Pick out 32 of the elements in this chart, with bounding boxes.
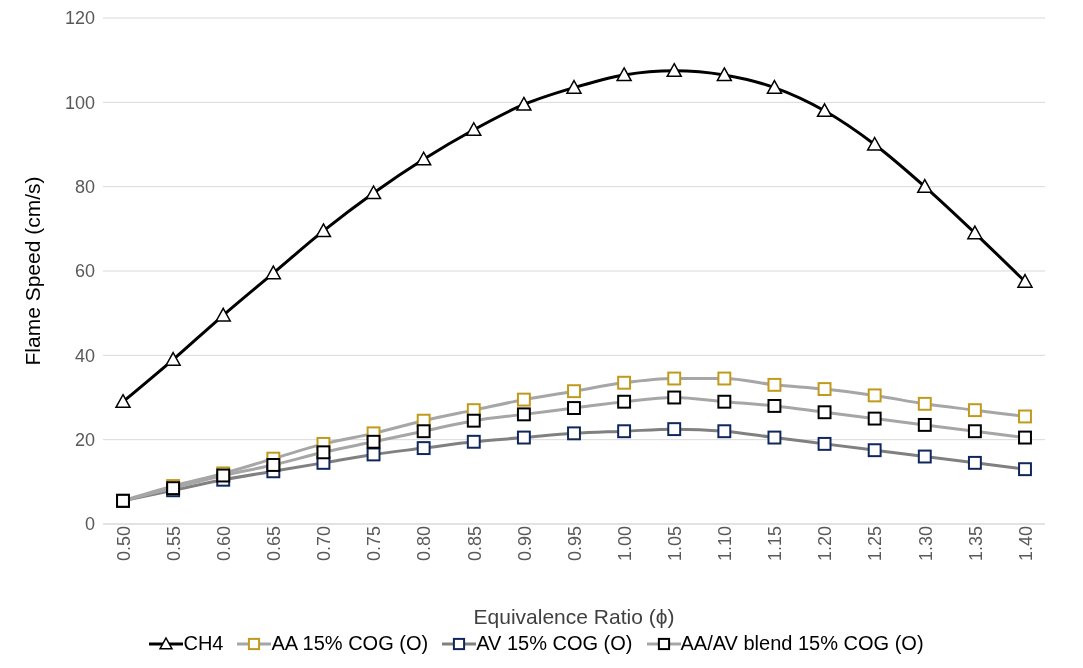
x-tick-label: 1.30 xyxy=(915,526,936,562)
y-tick-label: 80 xyxy=(74,177,95,198)
x-tick-label: 0.80 xyxy=(414,526,435,562)
x-tick-label: 0.95 xyxy=(564,526,585,562)
y-tick-label: 120 xyxy=(64,8,95,29)
y-tick-label: 0 xyxy=(84,514,95,535)
x-tick-label: 0.55 xyxy=(163,526,184,562)
x-tick-label: 1.10 xyxy=(715,526,736,562)
y-axis-title: Flame Speed (cm/s) xyxy=(21,176,45,366)
legend-label: AV 15% COG (O) xyxy=(475,632,633,655)
x-tick-label: 0.90 xyxy=(514,526,535,562)
x-tick-label: 0.65 xyxy=(264,526,285,562)
x-tick-label: 0.70 xyxy=(314,526,335,562)
x-tick-label: 0.85 xyxy=(464,526,485,562)
y-tick-label: 100 xyxy=(64,92,95,113)
legend-label: AA 15% COG (O) xyxy=(270,632,429,655)
legend-label: AA/AV blend 15% COG (O) xyxy=(679,632,924,655)
x-axis-title: Equivalence Ratio (ϕ) xyxy=(473,605,675,628)
x-tick-label: 1.15 xyxy=(765,526,786,562)
y-tick-label: 20 xyxy=(74,430,95,451)
legend-label: CH4 xyxy=(182,632,224,655)
x-tick-label: 1.35 xyxy=(965,526,986,562)
x-tick-label: 0.75 xyxy=(364,526,385,562)
x-tick-label: 1.20 xyxy=(815,526,836,562)
x-tick-label: 1.05 xyxy=(665,526,685,562)
x-tick-label: 1.00 xyxy=(614,526,635,562)
x-tick-label: 0.60 xyxy=(214,526,234,562)
x-tick-label: 1.40 xyxy=(1015,526,1036,562)
x-tick-label: 1.25 xyxy=(865,526,886,562)
x-tick-label: 0.50 xyxy=(113,526,134,562)
y-tick-label: 40 xyxy=(74,345,95,366)
y-tick-label: 60 xyxy=(74,261,95,282)
